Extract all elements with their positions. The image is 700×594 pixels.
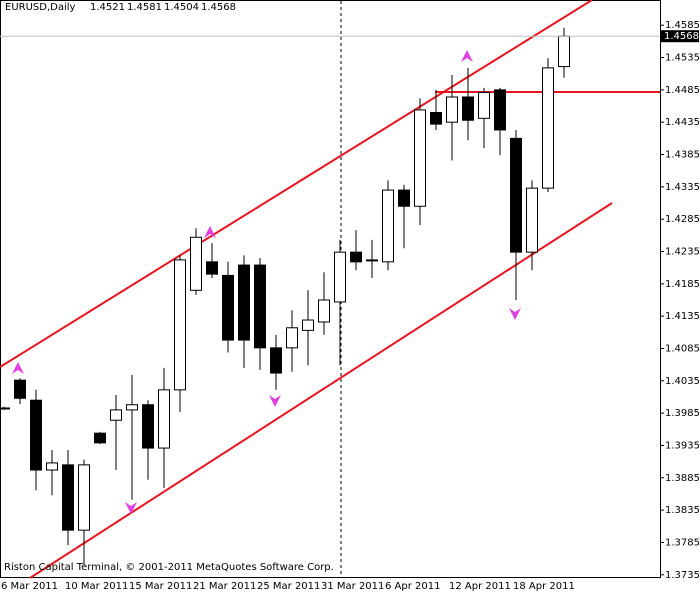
candle-body	[510, 137, 522, 253]
y-tick-label: 1.3785	[665, 537, 700, 548]
up-arrow	[12, 362, 24, 374]
y-tick-label: 1.4085	[665, 343, 700, 354]
current-price-box	[661, 30, 699, 43]
y-tick-label: 1.4585	[665, 20, 700, 31]
upper-channel	[0, 0, 593, 368]
current-price-label: 1.4568	[664, 31, 699, 42]
candle-body	[62, 464, 74, 531]
candle-body	[430, 111, 442, 125]
x-tick-label: 31 Mar 2011	[321, 581, 384, 592]
candle-body	[94, 432, 106, 444]
candle-body	[142, 404, 154, 449]
y-tick-label: 1.4535	[665, 53, 700, 64]
y-tick-label: 1.4235	[665, 247, 700, 258]
y-tick-label: 1.4485	[665, 85, 700, 96]
y-tick-label: 1.3885	[665, 473, 700, 484]
y-tick-label: 1.4285	[665, 214, 700, 225]
header-value: 1.4504	[164, 2, 199, 13]
candle-body	[110, 409, 122, 421]
plot-area	[0, 0, 661, 578]
candle-body	[254, 264, 266, 349]
y-tick-label: 1.4035	[665, 376, 700, 387]
x-tick-label: 25 Mar 2011	[257, 581, 320, 592]
candle-body	[174, 259, 186, 391]
y-tick-label: 1.4135	[665, 311, 700, 322]
candle-body	[78, 464, 90, 531]
candle-body	[542, 67, 554, 189]
x-tick-label: 18 Apr 2011	[513, 581, 575, 592]
lower-channel	[29, 202, 613, 579]
down-arrow	[509, 308, 521, 320]
candle-body	[398, 189, 410, 207]
candle-body	[0, 407, 10, 410]
y-tick-label: 1.4435	[665, 117, 700, 128]
candle-body	[526, 187, 538, 253]
x-tick-label: 6 Mar 2011	[1, 581, 58, 592]
y-tick-label: 1.4385	[665, 150, 700, 161]
candle-body	[302, 319, 314, 331]
candle-body	[414, 109, 426, 207]
candle-body	[382, 189, 394, 263]
candle-body	[318, 299, 330, 323]
candle-body	[30, 399, 42, 471]
fractal-arrows	[12, 50, 521, 514]
y-tick-label: 1.4335	[665, 182, 700, 193]
y-tick-label: 1.4185	[665, 279, 700, 290]
x-tick-label: 6 Apr 2011	[385, 581, 440, 592]
candle-body	[270, 347, 282, 374]
candle-body	[366, 259, 378, 262]
candle-body	[494, 89, 506, 131]
candle-body	[286, 327, 298, 349]
footer: Riston Capital Terminal, © 2001-2011 Met…	[4, 562, 334, 573]
header-value: 1.4521	[90, 2, 125, 13]
candle-body	[190, 236, 202, 291]
candle-body	[126, 404, 138, 411]
candle-body	[446, 96, 458, 123]
candle-body	[206, 261, 218, 275]
chart-title: EURUSD,Daily	[5, 2, 76, 13]
x-tick-label: 10 Mar 2011	[65, 581, 128, 592]
candle-body	[350, 251, 362, 263]
header-value: 1.4581	[127, 2, 162, 13]
x-tick-label: 21 Mar 2011	[193, 581, 256, 592]
candle-body	[238, 264, 250, 341]
x-tick-label: 12 Apr 2011	[449, 581, 511, 592]
down-arrow	[269, 395, 281, 407]
y-tick-label: 1.3835	[665, 505, 700, 516]
y-tick-label: 1.3735	[665, 570, 700, 581]
candle-body	[46, 462, 58, 471]
candle-body	[462, 96, 474, 121]
header-value: 1.4568	[201, 2, 236, 13]
candle-body	[558, 35, 570, 68]
x-tick-label: 15 Mar 2011	[129, 581, 192, 592]
y-tick-label: 1.3935	[665, 440, 700, 451]
candle-body	[334, 251, 346, 303]
candle-body	[14, 379, 26, 399]
up-arrow	[204, 226, 216, 238]
candle-body	[222, 274, 234, 341]
y-tick-label: 1.3985	[665, 408, 700, 419]
candle-body	[478, 91, 490, 119]
candle-body	[158, 389, 170, 449]
up-arrow	[461, 50, 473, 62]
down-arrow	[125, 502, 137, 514]
